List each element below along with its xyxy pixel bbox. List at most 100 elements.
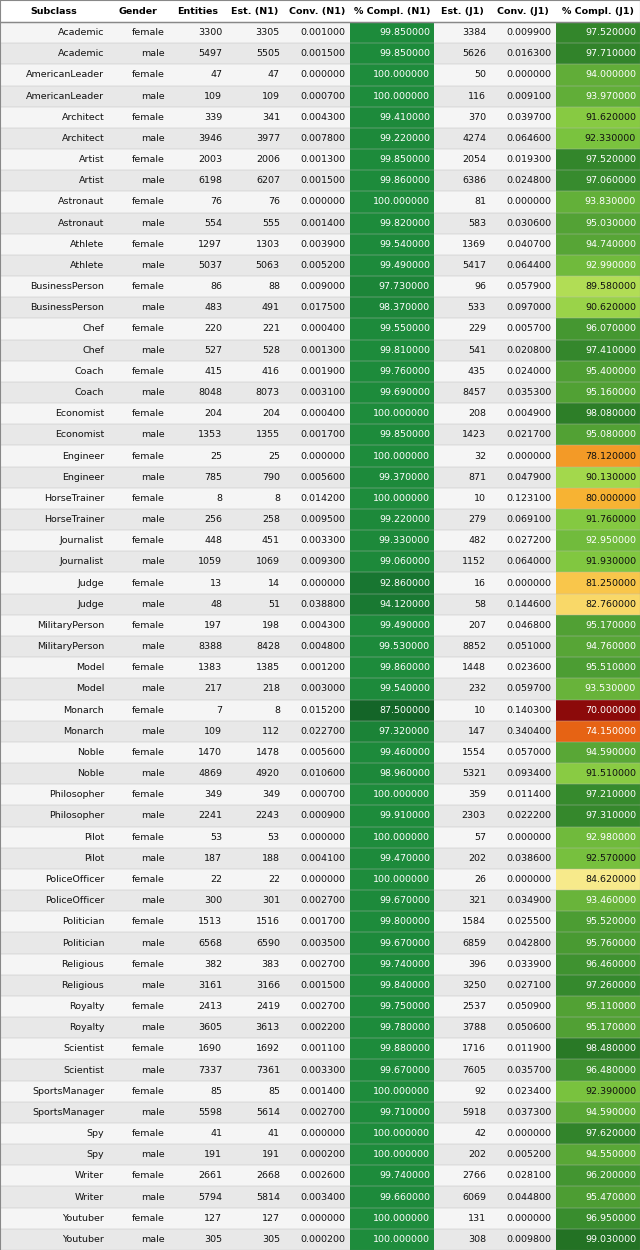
Text: female: female	[132, 112, 164, 121]
Text: male: male	[141, 515, 164, 524]
Bar	[349, 298, 434, 319]
Text: 95.470000: 95.470000	[585, 1192, 636, 1201]
Text: 0.005600: 0.005600	[301, 472, 346, 481]
Bar	[556, 149, 640, 170]
Text: 99.850000: 99.850000	[379, 28, 430, 38]
Text: Entities: Entities	[177, 6, 218, 15]
Text: 4869: 4869	[198, 769, 222, 778]
Text: 197: 197	[204, 621, 222, 630]
Text: HorseTrainer: HorseTrainer	[44, 494, 104, 502]
Bar	[0, 530, 640, 551]
Text: Academic: Academic	[58, 28, 104, 38]
Text: 1716: 1716	[462, 1044, 486, 1054]
Text: 90.620000: 90.620000	[585, 304, 636, 312]
Text: Conv. (N1): Conv. (N1)	[289, 6, 345, 15]
Bar	[556, 721, 640, 741]
Text: 96.070000: 96.070000	[585, 325, 636, 334]
Bar	[556, 509, 640, 530]
Text: 5505: 5505	[256, 49, 280, 59]
Text: 94.120000: 94.120000	[379, 600, 430, 609]
Text: 0.000000: 0.000000	[301, 875, 346, 884]
Text: Architect: Architect	[61, 112, 104, 121]
Text: 491: 491	[262, 304, 280, 312]
Bar	[0, 636, 640, 658]
Bar	[349, 85, 434, 106]
Text: 99.330000: 99.330000	[379, 536, 430, 545]
Text: 94.760000: 94.760000	[585, 642, 636, 651]
Bar	[0, 679, 640, 700]
Text: 100.000000: 100.000000	[373, 1235, 430, 1244]
Bar	[556, 826, 640, 848]
Text: SportsManager: SportsManager	[32, 1108, 104, 1118]
Text: 70.000000: 70.000000	[585, 705, 636, 715]
Bar	[349, 424, 434, 445]
Text: 99.670000: 99.670000	[379, 896, 430, 905]
Text: 0.009900: 0.009900	[507, 28, 552, 38]
Bar	[349, 255, 434, 276]
Text: 0.050600: 0.050600	[507, 1024, 552, 1032]
Text: male: male	[141, 430, 164, 439]
Bar	[556, 361, 640, 382]
Text: 0.005200: 0.005200	[301, 261, 346, 270]
Text: 99.760000: 99.760000	[379, 366, 430, 376]
Text: 448: 448	[204, 536, 222, 545]
Text: female: female	[132, 1044, 164, 1054]
Text: 0.003900: 0.003900	[301, 240, 346, 249]
Text: 5626: 5626	[462, 49, 486, 59]
Text: 0.000200: 0.000200	[301, 1150, 346, 1159]
Bar	[349, 530, 434, 551]
Bar	[349, 382, 434, 402]
Text: 96: 96	[474, 282, 486, 291]
Text: 0.000000: 0.000000	[301, 1214, 346, 1222]
Text: 0.097000: 0.097000	[507, 304, 552, 312]
Text: 204: 204	[262, 409, 280, 419]
Text: 99.860000: 99.860000	[379, 176, 430, 185]
Text: 191: 191	[262, 1150, 280, 1159]
Text: 99.490000: 99.490000	[379, 621, 430, 630]
Text: 10: 10	[474, 494, 486, 502]
Bar	[556, 784, 640, 805]
Bar	[556, 1165, 640, 1186]
Text: 95.520000: 95.520000	[585, 918, 636, 926]
Text: Artist: Artist	[79, 155, 104, 164]
Text: MilitaryPerson: MilitaryPerson	[37, 642, 104, 651]
Bar	[349, 1208, 434, 1229]
Text: female: female	[132, 28, 164, 38]
Text: male: male	[141, 642, 164, 651]
Text: 5614: 5614	[256, 1108, 280, 1118]
Text: 99.670000: 99.670000	[379, 939, 430, 948]
Text: female: female	[132, 1086, 164, 1096]
Text: 0.035700: 0.035700	[507, 1065, 552, 1075]
Bar	[556, 1060, 640, 1080]
Text: 0.059700: 0.059700	[507, 685, 552, 694]
Text: 0.000000: 0.000000	[301, 451, 346, 460]
Bar	[349, 488, 434, 509]
Text: 229: 229	[468, 325, 486, 334]
Bar	[0, 170, 640, 191]
Bar	[0, 658, 640, 679]
Text: 0.003300: 0.003300	[300, 536, 346, 545]
Bar	[0, 572, 640, 594]
Text: 0.000200: 0.000200	[301, 1235, 346, 1244]
Text: 1478: 1478	[256, 748, 280, 758]
Text: 0.023400: 0.023400	[507, 1086, 552, 1096]
Text: female: female	[132, 70, 164, 80]
Text: 0.042800: 0.042800	[507, 939, 552, 948]
Bar	[0, 361, 640, 382]
Text: 100.000000: 100.000000	[373, 70, 430, 80]
Bar	[556, 402, 640, 424]
Bar	[556, 276, 640, 298]
Text: 6590: 6590	[256, 939, 280, 948]
Text: 483: 483	[204, 304, 222, 312]
Text: 5063: 5063	[256, 261, 280, 270]
Text: male: male	[141, 176, 164, 185]
Text: 99.690000: 99.690000	[379, 388, 430, 398]
Text: 0.000000: 0.000000	[507, 875, 552, 884]
Bar	[0, 1144, 640, 1165]
Text: Coach: Coach	[75, 388, 104, 398]
Text: Politician: Politician	[62, 918, 104, 926]
Text: Philosopher: Philosopher	[49, 790, 104, 799]
Bar	[349, 658, 434, 679]
Bar	[349, 932, 434, 954]
Bar	[349, 402, 434, 424]
